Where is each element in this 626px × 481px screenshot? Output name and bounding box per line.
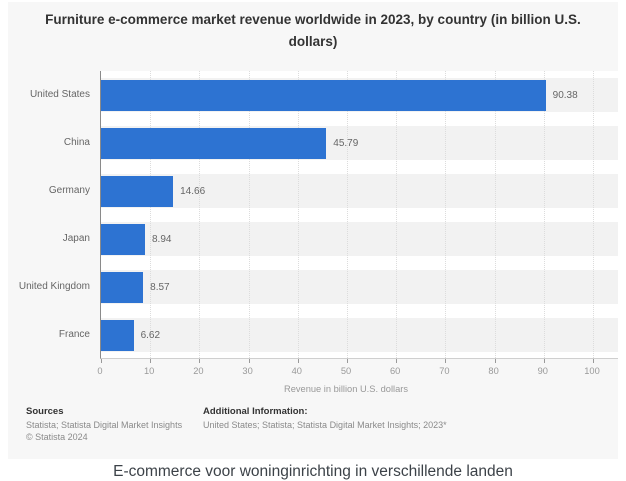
copyright-line: © Statista 2024	[26, 432, 88, 443]
tick-mark-100	[593, 359, 594, 363]
bar-china[interactable]	[101, 127, 327, 159]
sources-line: Statista; Statista Digital Market Insigh…	[26, 420, 183, 431]
tick-mark-40	[297, 359, 299, 363]
bar-united-kingdom[interactable]	[101, 271, 144, 303]
gridline-60	[396, 71, 398, 358]
statista-chart-card: Furniture e-commerce market revenue worl…	[8, 2, 618, 459]
page-caption: E-commerce voor woninginrichting in vers…	[113, 463, 513, 480]
xtick-label-30: 30	[242, 366, 253, 376]
row-stripe	[101, 318, 618, 352]
tick-mark-60	[396, 359, 398, 363]
category-label-france: France	[58, 329, 90, 341]
xtick-label-20: 20	[193, 366, 204, 376]
gridline-70	[445, 71, 447, 358]
x-axis-ticks: 0 10 20 30 40 50 60 70 80 90 100	[97, 366, 618, 378]
chart-title: Furniture e-commerce market revenue worl…	[45, 12, 581, 49]
bar-row-united-states: 90.38	[101, 71, 618, 119]
bar-row-japan: 8.94	[101, 215, 618, 263]
xtick-label-70: 70	[439, 366, 450, 376]
tick-mark-30	[248, 359, 250, 363]
gridline-80	[494, 71, 496, 358]
bar-row-germany: 14.66	[101, 167, 618, 215]
sources-block: Sources Statista; Statista Digital Marke…	[26, 406, 182, 444]
xtick-label-60: 60	[390, 366, 401, 376]
additional-info-line: United States; Statista; Statista Digita…	[203, 420, 447, 431]
row-stripe	[101, 222, 618, 256]
tick-mark-90	[543, 359, 545, 363]
gridline-90	[543, 71, 545, 358]
row-stripe	[101, 270, 618, 304]
category-labels: United States China Germany Japan United Kin…	[8, 71, 100, 359]
category-label-germany: Germany	[48, 185, 90, 197]
gridline-30	[248, 71, 250, 358]
value-label-france: 6.62	[140, 329, 161, 341]
gridline-20	[199, 71, 201, 358]
tick-mark-0	[101, 359, 102, 363]
additional-info-block: Additional Information: United States; S…	[203, 406, 447, 432]
category-label-united-states: United States	[29, 89, 90, 101]
value-label-china: 45.79	[333, 137, 359, 149]
tick-mark-10	[150, 359, 152, 363]
bar-germany[interactable]	[101, 175, 174, 207]
bar-united-states[interactable]	[101, 79, 546, 111]
value-label-united-kingdom: 8.57	[150, 281, 170, 293]
gridline-40	[297, 71, 299, 358]
category-label-united-kingdom: United Kingdom	[18, 281, 90, 293]
value-label-japan: 8.94	[151, 233, 172, 245]
xtick-label-80: 80	[488, 366, 499, 376]
x-axis-title: Revenue in billion U.S. dollars	[283, 384, 409, 394]
bar-row-china: 45.79	[101, 119, 618, 167]
xtick-label-0: 0	[97, 366, 103, 376]
category-label-china: China	[63, 137, 90, 149]
tick-mark-70	[445, 359, 447, 363]
xtick-label-100: 100	[584, 366, 600, 376]
xtick-label-10: 10	[144, 366, 155, 376]
value-label-united-states: 90.38	[552, 89, 578, 101]
gridline-10	[150, 71, 152, 358]
gridline-50	[347, 71, 348, 358]
sources-heading: Sources	[26, 406, 64, 417]
bar-france[interactable]	[101, 319, 134, 351]
xtick-label-40: 40	[291, 366, 302, 376]
plot-area: 90.38 45.79 14.66 8.94 8.57 6.62	[100, 71, 618, 363]
xtick-label-90: 90	[537, 366, 548, 376]
bar-row-united-kingdom: 8.57	[101, 263, 618, 311]
gridline-100	[593, 71, 594, 358]
xtick-label-50: 50	[340, 366, 352, 376]
value-label-germany: 14.66	[180, 185, 206, 197]
tick-mark-80	[494, 359, 496, 363]
additional-info-heading: Additional Information:	[203, 406, 308, 417]
category-label-japan: Japan	[62, 233, 90, 245]
bar-japan[interactable]	[101, 223, 145, 255]
row-stripe	[101, 174, 618, 208]
bar-row-france: 6.62	[101, 311, 618, 359]
tick-mark-20	[199, 359, 201, 363]
tick-mark-50	[347, 359, 348, 363]
